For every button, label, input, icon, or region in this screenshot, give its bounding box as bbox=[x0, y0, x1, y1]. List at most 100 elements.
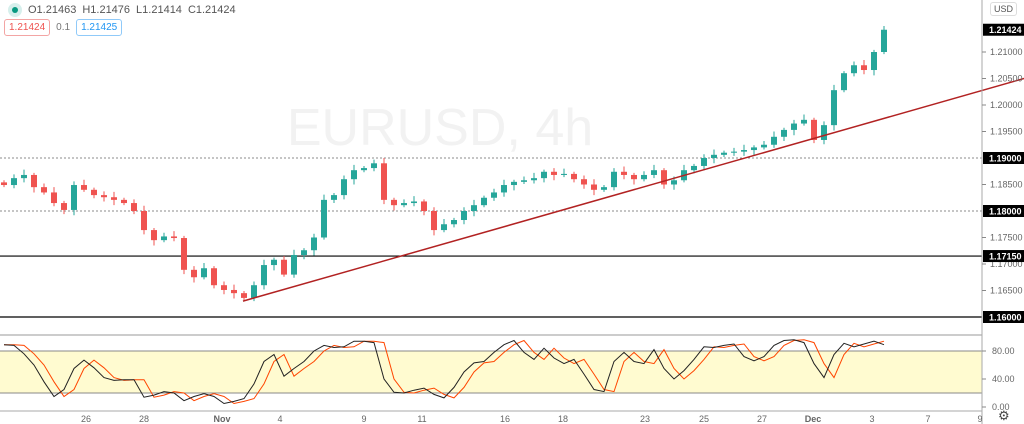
candle-body bbox=[481, 197, 487, 206]
time-tick-label: 23 bbox=[640, 414, 650, 424]
time-tick-label: 9 bbox=[977, 414, 982, 424]
time-tick-label: 4 bbox=[277, 414, 282, 424]
candle-body bbox=[781, 129, 787, 137]
candle-body bbox=[711, 154, 717, 158]
price-tick-label: 1.17000 bbox=[990, 259, 1023, 269]
candle-body bbox=[81, 185, 87, 190]
price-tick-label: 1.20500 bbox=[990, 74, 1023, 84]
price-tick-label: 1.16500 bbox=[990, 286, 1023, 296]
time-tick-label: 28 bbox=[139, 414, 149, 424]
level-badge bbox=[983, 311, 1024, 323]
spread-value: 0.1 bbox=[56, 22, 71, 33]
candle-body bbox=[201, 268, 207, 278]
level-label: 1.16000 bbox=[989, 313, 1022, 323]
candle-body bbox=[321, 199, 327, 238]
candle-body bbox=[141, 211, 147, 231]
time-tick-label: 9 bbox=[361, 414, 366, 424]
candle-body bbox=[501, 185, 507, 193]
candle-body bbox=[841, 73, 847, 91]
candle-body bbox=[861, 65, 867, 71]
candle-body bbox=[51, 192, 57, 204]
current-price-badge bbox=[983, 23, 1024, 36]
horizontal-levels bbox=[0, 157, 982, 318]
candle-body bbox=[881, 29, 887, 52]
candle-body bbox=[651, 170, 657, 175]
candle-body bbox=[121, 199, 127, 204]
stoch-tick-label: 40.00 bbox=[992, 374, 1015, 384]
candle-body bbox=[241, 293, 247, 298]
candle-body bbox=[331, 195, 337, 200]
candle-body bbox=[591, 184, 597, 190]
candle-body bbox=[191, 269, 197, 278]
price-tick-label: 1.20000 bbox=[990, 100, 1023, 110]
time-tick-label: 3 bbox=[869, 414, 874, 424]
time-tick-label: 25 bbox=[699, 414, 709, 424]
candle-body bbox=[551, 171, 557, 175]
candle-body bbox=[281, 259, 287, 275]
level-label: 1.18000 bbox=[989, 207, 1022, 217]
symbol-watermark: EURUSD, 4h bbox=[287, 99, 593, 157]
stoch-tick-label: 80.00 bbox=[992, 346, 1015, 356]
candle-body bbox=[341, 179, 347, 196]
candle-body bbox=[611, 171, 617, 188]
candle-body bbox=[671, 180, 677, 185]
price-tick-label: 1.19500 bbox=[990, 127, 1023, 137]
time-tick-label: 16 bbox=[500, 414, 510, 424]
candle-body bbox=[791, 123, 797, 130]
candle-body bbox=[361, 168, 367, 171]
candle-body bbox=[461, 211, 467, 221]
candle-body bbox=[181, 238, 187, 270]
candle-body bbox=[561, 173, 567, 175]
candle-body bbox=[231, 289, 237, 294]
quote-buttons: 1.21424 0.1 1.21425 bbox=[4, 19, 123, 36]
sell-button[interactable]: 1.21424 bbox=[4, 19, 51, 36]
ohlc-legend: O1.21463 H1.21476 L1.21414 C1.21424 bbox=[8, 3, 236, 17]
settings-gear-icon[interactable]: ⚙ bbox=[998, 408, 1010, 423]
time-tick-label: Dec bbox=[805, 414, 822, 424]
candle-body bbox=[151, 230, 157, 241]
candle-body bbox=[261, 265, 267, 286]
candle-body bbox=[571, 173, 577, 180]
candle-body bbox=[831, 90, 837, 126]
candle-body bbox=[131, 203, 137, 211]
candle-body bbox=[581, 179, 587, 185]
candle-body bbox=[301, 250, 307, 255]
candle-body bbox=[541, 171, 547, 179]
candle-body bbox=[441, 224, 447, 231]
candle-body bbox=[391, 199, 397, 206]
candle-body bbox=[531, 178, 537, 181]
time-axis[interactable]: 26 28 Nov 4 9 11 16 18 23 25 27 Dec 3 7 9 bbox=[81, 414, 983, 424]
time-tick-label: 18 bbox=[558, 414, 568, 424]
candle-body bbox=[661, 170, 667, 185]
stoch-k-line bbox=[3, 339, 885, 405]
candle-body bbox=[601, 187, 607, 190]
candle-body bbox=[91, 189, 97, 196]
legend-high: H1.21476 bbox=[82, 4, 131, 16]
candle-body bbox=[491, 192, 497, 198]
time-tick-label: 7 bbox=[925, 414, 930, 424]
legend-close: C1.21424 bbox=[187, 4, 236, 16]
candle-body bbox=[521, 180, 527, 182]
candle-body bbox=[411, 201, 417, 204]
price-tick-label: 1.18500 bbox=[990, 180, 1023, 190]
buy-button[interactable]: 1.21425 bbox=[76, 19, 123, 36]
candle-body bbox=[851, 65, 857, 74]
price-axis[interactable]: 1.21000 1.20500 1.20000 1.19500 1.18500 1.175… bbox=[982, 23, 1024, 323]
candle-body bbox=[691, 165, 697, 171]
candle-body bbox=[721, 152, 727, 155]
candle-body bbox=[351, 170, 357, 180]
candle-body bbox=[41, 187, 47, 193]
candle-body bbox=[371, 163, 377, 169]
level-badge bbox=[983, 205, 1024, 217]
candle-body bbox=[621, 171, 627, 175]
stoch-band bbox=[0, 351, 982, 393]
legend-open: O1.21463 bbox=[28, 4, 77, 16]
level-badge bbox=[983, 152, 1024, 164]
candle-body bbox=[311, 237, 317, 251]
trendline[interactable] bbox=[242, 77, 1024, 302]
candle-body bbox=[31, 174, 37, 188]
candle-body bbox=[61, 203, 67, 210]
currency-label[interactable]: USD bbox=[990, 2, 1018, 16]
candle-body bbox=[751, 147, 757, 151]
